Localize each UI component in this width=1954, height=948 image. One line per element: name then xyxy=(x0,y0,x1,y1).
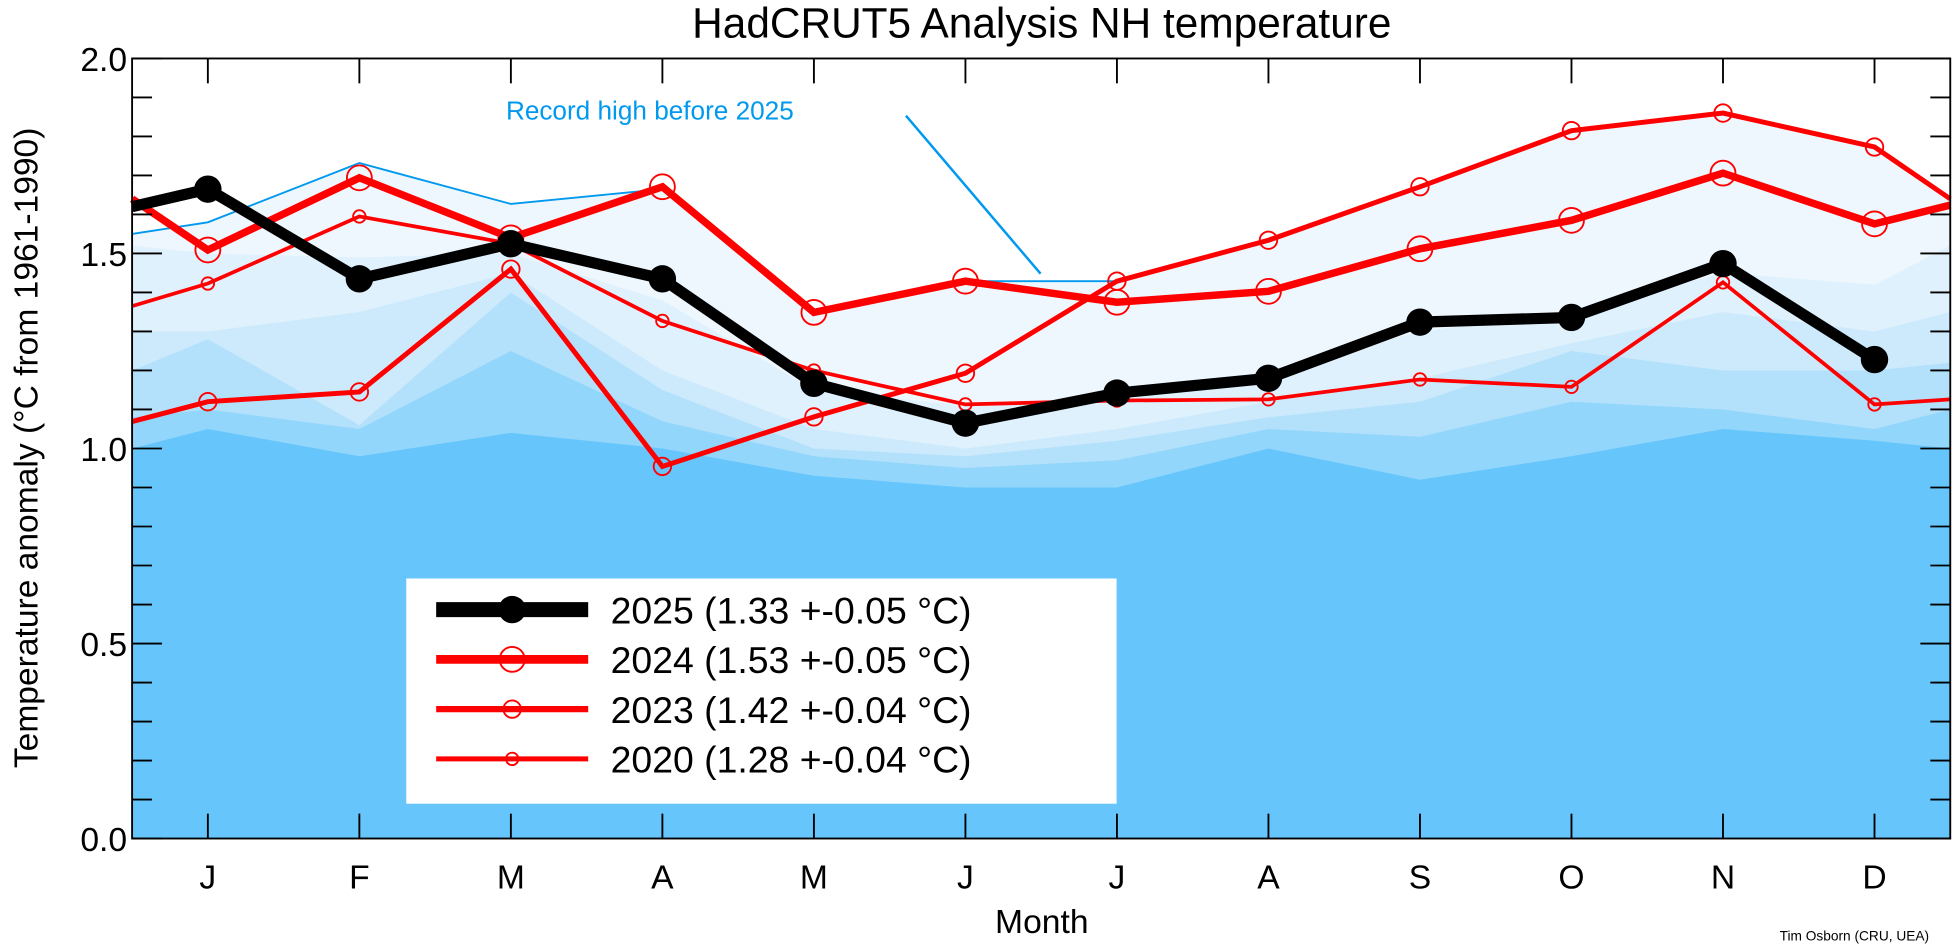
data-point-2025 xyxy=(1557,303,1586,332)
credit: Tim Osborn (CRU, UEA) xyxy=(1780,929,1929,944)
data-point-2023 xyxy=(198,392,218,412)
y-tick-label: 1.5 xyxy=(80,237,127,274)
data-point-2025 xyxy=(194,175,222,203)
x-tick-label: A xyxy=(651,859,674,896)
data-point-2020 xyxy=(655,313,670,329)
data-point-2020 xyxy=(1412,372,1428,387)
y-tick-label: 2.0 xyxy=(80,42,127,79)
data-point-2025 xyxy=(497,230,525,258)
data-point-2020 xyxy=(200,276,216,291)
x-tick-label: J xyxy=(1109,859,1126,896)
data-point-2024 xyxy=(1709,159,1737,187)
data-point-2024 xyxy=(1255,277,1282,305)
data-point-2023 xyxy=(1258,230,1279,250)
data-point-2024 xyxy=(1406,235,1434,263)
data-point-2025 xyxy=(800,369,828,398)
data-point-2023 xyxy=(652,456,673,477)
data-point-2024 xyxy=(1103,288,1131,316)
data-point-2020 xyxy=(1564,379,1579,395)
data-point-2023 xyxy=(1561,120,1582,141)
data-point-2023 xyxy=(1864,137,1885,157)
x-tick-label: N xyxy=(1711,859,1735,896)
data-point-2024 xyxy=(194,236,222,264)
x-tick-label: J xyxy=(957,859,974,896)
legend-marker-2023 xyxy=(502,699,522,719)
axis-ticks: 0.0 0.5 1.0 1.5 2.0 J F M A M J J A S O N D xyxy=(80,42,1951,896)
data-point-2025 xyxy=(648,265,677,293)
data-point-2025 xyxy=(1254,364,1283,392)
legend: 2025 (1.33 +-0.05 °C) 2024 (1.53 +-0.05 °… xyxy=(406,578,1117,804)
y-tick-label: 1.0 xyxy=(80,432,127,469)
data-point-2025 xyxy=(951,409,980,437)
legend-label-2023: 2023 (1.42 +-0.04 °C) xyxy=(611,689,972,731)
data-point-2023 xyxy=(804,407,824,427)
data-point-2020 xyxy=(1867,397,1882,412)
series-line-2023 xyxy=(131,110,1952,470)
data-point-2023 xyxy=(349,382,370,402)
data-point-2024 xyxy=(1558,206,1585,234)
legend-marker-2025 xyxy=(498,595,526,624)
data-point-2025 xyxy=(345,265,374,293)
data-point-2024 xyxy=(1861,210,1888,238)
legend-label-2020: 2020 (1.28 +-0.04 °C) xyxy=(611,739,972,781)
data-point-2020 xyxy=(1261,392,1276,407)
y-axis-label: Temperature anomaly (°C from 1961-1990) xyxy=(8,128,45,769)
data-point-2023 xyxy=(1410,177,1430,197)
x-tick-label: D xyxy=(1862,859,1886,896)
data-point-2024 xyxy=(648,173,676,201)
legend-marker-2024 xyxy=(498,645,526,673)
legend-marker-2020 xyxy=(505,751,520,767)
data-point-2023 xyxy=(1713,103,1733,123)
x-tick-label: A xyxy=(1257,859,1280,896)
x-tick-label: F xyxy=(349,859,370,896)
x-tick-label: J xyxy=(199,859,216,896)
series-layer xyxy=(130,103,1952,477)
data-point-2025 xyxy=(1860,345,1889,374)
data-point-2020 xyxy=(352,209,367,224)
data-point-2024 xyxy=(800,299,828,326)
annotation-record-high: Record high before 2025 xyxy=(506,95,794,125)
data-point-2025 xyxy=(1103,379,1131,407)
chart-title: HadCRUT5 Analysis NH temperature xyxy=(692,0,1391,46)
data-point-2025 xyxy=(1709,249,1737,278)
x-tick-label: M xyxy=(800,859,828,896)
data-point-2025 xyxy=(1406,308,1434,336)
data-point-2023 xyxy=(955,363,976,383)
y-tick-label: 0.0 xyxy=(80,822,127,859)
x-tick-label: O xyxy=(1558,859,1584,896)
legend-label-2025: 2025 (1.33 +-0.05 °C) xyxy=(611,589,972,631)
data-point-2023 xyxy=(501,259,521,279)
data-point-2024 xyxy=(345,164,373,192)
data-point-2024 xyxy=(952,267,979,295)
x-tick-label: S xyxy=(1409,859,1431,896)
x-tick-label: M xyxy=(497,859,525,896)
annotation-leader-line xyxy=(905,114,1042,275)
x-axis-label: Month xyxy=(995,904,1088,941)
legend-label-2024: 2024 (1.53 +-0.05 °C) xyxy=(611,639,972,681)
y-tick-label: 0.5 xyxy=(80,627,127,664)
series-line-2024 xyxy=(130,169,1952,317)
